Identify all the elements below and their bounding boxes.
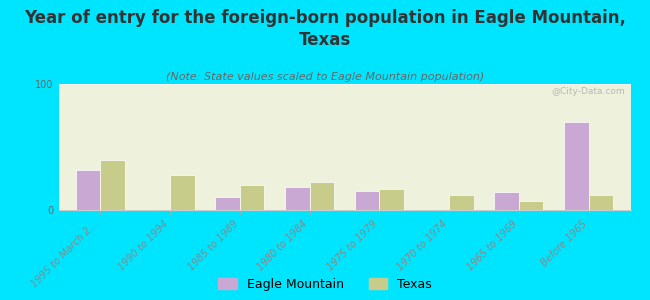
Bar xyxy=(355,191,380,210)
Bar xyxy=(285,187,309,210)
Bar xyxy=(589,195,613,210)
Bar xyxy=(380,189,404,210)
Bar xyxy=(495,192,519,210)
Text: Year of entry for the foreign-born population in Eagle Mountain,
Texas: Year of entry for the foreign-born popul… xyxy=(24,9,626,49)
Text: @City-Data.com: @City-Data.com xyxy=(551,86,625,95)
Bar xyxy=(76,170,100,210)
Text: (Note: State values scaled to Eagle Mountain population): (Note: State values scaled to Eagle Moun… xyxy=(166,72,484,82)
Bar xyxy=(170,175,194,210)
Bar xyxy=(100,160,125,210)
Bar xyxy=(449,195,474,210)
Bar xyxy=(309,182,334,210)
Bar xyxy=(215,197,240,210)
Bar xyxy=(240,185,265,210)
Bar xyxy=(564,122,589,210)
Bar xyxy=(519,201,543,210)
Legend: Eagle Mountain, Texas: Eagle Mountain, Texas xyxy=(218,278,432,291)
